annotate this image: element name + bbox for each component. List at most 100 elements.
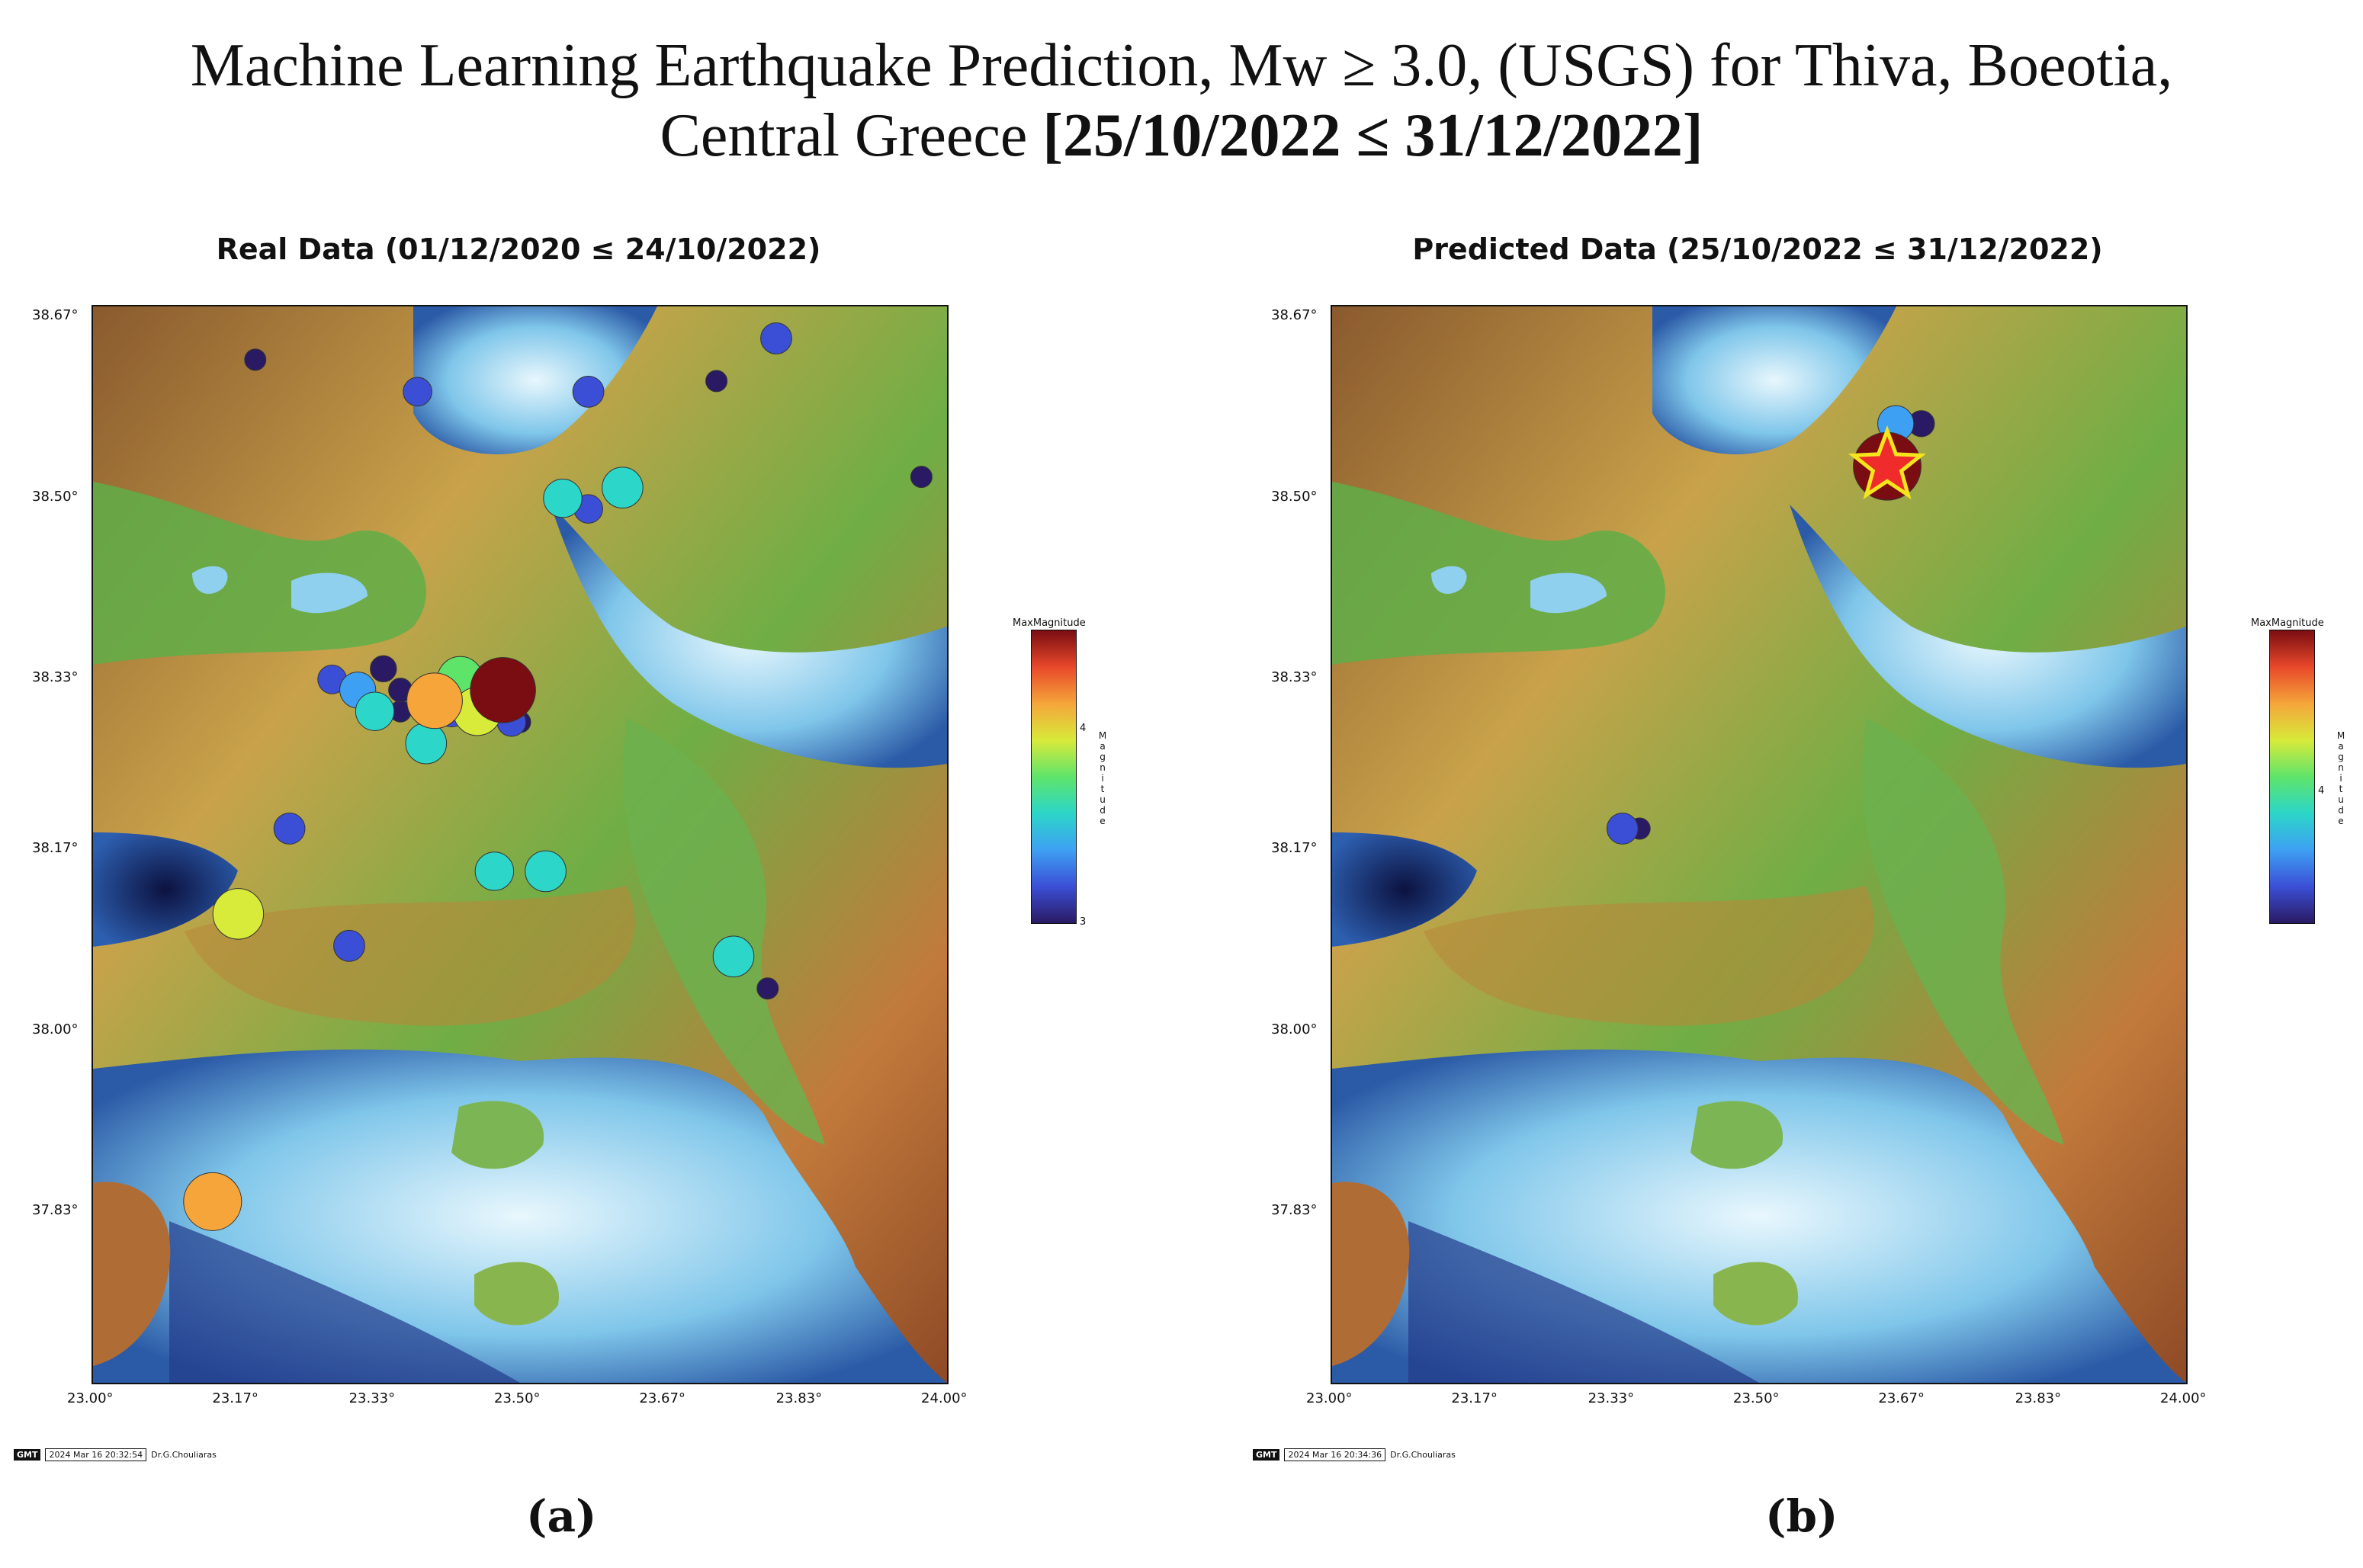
- panel-b-lat-tick-label: 38.50°: [1271, 488, 1318, 505]
- title-line-2: Central Greece [25/10/2022 ≤ 31/12/2022]: [0, 101, 2363, 171]
- panel-b-author: Dr.G.Chouliaras: [1390, 1450, 1456, 1460]
- panel-a-event-marker: [760, 322, 792, 354]
- panel-a-event-marker: [244, 348, 267, 371]
- peloponnese-coast: [93, 1182, 171, 1366]
- panel-b-colorbar-title: MaxMagnitude: [2251, 617, 2324, 629]
- panel-a-colorbar-tick-4: 4: [1080, 723, 1087, 734]
- panel-b-lon-tick-label: 23.67°: [1878, 1390, 1925, 1406]
- predicted-star-marker: [1848, 425, 1927, 500]
- panel-a-event-marker: [602, 467, 644, 508]
- north-gulf: [1652, 306, 1896, 454]
- plain: [623, 718, 825, 1145]
- panel-b-sub-label: (b): [1765, 1490, 1838, 1542]
- panel-a-lon-tick-label: 23.17°: [212, 1390, 258, 1406]
- panel-b-timestamp: 2024 Mar 16 20:34:36: [1284, 1448, 1386, 1461]
- title-line-2-prefix: Central Greece: [660, 102, 1043, 169]
- panel-b-lon-tick-label: 24.00°: [2160, 1390, 2207, 1406]
- lake: [1431, 566, 1467, 595]
- panel-b-lon-tick-label: 23.00°: [1306, 1390, 1353, 1406]
- panel-a-event-marker: [705, 370, 728, 393]
- island-salamina: [1690, 1101, 1783, 1169]
- lake: [192, 566, 228, 595]
- lake: [1530, 572, 1607, 614]
- panel-a-lat-tick-label: 38.33°: [32, 669, 79, 686]
- panel-a-lon-tick-label: 23.67°: [639, 1390, 685, 1406]
- panel-a-lon-tick-label: 23.00°: [67, 1390, 114, 1406]
- panel-a-gmt-stamp: GMT 2024 Mar 16 20:32:54 Dr.G.Chouliaras: [14, 1448, 217, 1461]
- main-title: Machine Learning Earthquake Prediction, …: [0, 30, 2363, 171]
- panel-b-events: [1606, 405, 1935, 845]
- panel-b-lon-tick-label: 23.83°: [2015, 1390, 2062, 1406]
- panel-b-colorbar-tick-4: 4: [2318, 785, 2325, 797]
- panel-a-lat-tick-label: 38.50°: [32, 488, 79, 505]
- peloponnese-coast: [1332, 1182, 1410, 1366]
- panel-a-event-marker: [525, 850, 567, 893]
- corinth-gulf: [93, 832, 238, 947]
- gmt-logo: GMT: [1253, 1449, 1280, 1461]
- panel-b-title: Predicted Data (25/10/2022 ≤ 31/12/2022): [1412, 232, 2103, 266]
- mountain-belt: [1424, 886, 1874, 1026]
- title-line-1: Machine Learning Earthquake Prediction, …: [0, 30, 2363, 101]
- mountain-belt: [185, 886, 635, 1026]
- panel-b-colorbar: [2269, 630, 2315, 924]
- panel-a-event-marker: [370, 655, 397, 683]
- panel-a-event-marker: [333, 929, 365, 962]
- panel-b-gmt-stamp: GMT 2024 Mar 16 20:34:36 Dr.G.Chouliaras: [1253, 1448, 1456, 1461]
- panel-a-timestamp: 2024 Mar 16 20:32:54: [45, 1448, 147, 1461]
- panel-b-lon-tick-label: 23.50°: [1733, 1390, 1780, 1406]
- corinth-gulf: [1332, 832, 1477, 947]
- deep-basin: [169, 1221, 520, 1383]
- lake: [291, 572, 368, 614]
- panel-a-author: Dr.G.Chouliaras: [151, 1450, 217, 1460]
- panel-a-event-marker: [403, 377, 432, 407]
- panel-a-colorbar-gradient: [1032, 630, 1076, 923]
- panel-a-event-marker: [756, 977, 779, 1000]
- panel-b-lat-tick-label: 37.83°: [1271, 1202, 1318, 1219]
- gmt-logo: GMT: [14, 1449, 41, 1461]
- panel-b-lon-tick-label: 23.33°: [1588, 1390, 1635, 1406]
- panel-a-lon-tick-label: 24.00°: [921, 1390, 968, 1406]
- panel-a-event-marker: [273, 813, 306, 845]
- panel-a-event-marker: [910, 466, 933, 489]
- island-aegina: [1713, 1262, 1798, 1326]
- panel-a-event-marker: [470, 656, 536, 723]
- panel-a-colorbar-tick-3: 3: [1080, 916, 1087, 928]
- panel-a-colorbar-title: MaxMagnitude: [1013, 617, 1086, 629]
- panel-a-event-marker: [712, 935, 755, 978]
- panel-a-lat-tick-label: 37.83°: [32, 1202, 79, 1219]
- title-line-2-dates: [25/10/2022 ≤ 31/12/2022]: [1042, 102, 1703, 169]
- panel-a-lon-tick-label: 23.83°: [775, 1390, 823, 1406]
- south-euboean-gulf: [1790, 505, 2186, 768]
- island-aegina: [474, 1262, 559, 1326]
- panel-b-map: [1331, 305, 2188, 1384]
- plain: [1332, 482, 1665, 665]
- north-gulf: [413, 306, 657, 454]
- deep-basin: [1408, 1221, 1759, 1383]
- panel-b-lat-tick-label: 38.67°: [1271, 306, 1318, 323]
- panel-a-events: [183, 322, 933, 1231]
- plain: [93, 482, 426, 665]
- title-line-1-text: Machine Learning Earthquake Prediction, …: [190, 32, 2173, 99]
- panel-b-lat-tick-label: 38.33°: [1271, 669, 1318, 686]
- south-euboean-gulf: [551, 505, 947, 768]
- panel-a-lat-tick-label: 38.00°: [32, 1021, 79, 1037]
- panel-b-lat-tick-label: 38.00°: [1271, 1021, 1318, 1037]
- panel-b-lon-tick-label: 23.17°: [1451, 1390, 1498, 1406]
- panel-b-lat-tick-label: 38.17°: [1271, 839, 1318, 856]
- panel-a-lat-tick-label: 38.17°: [32, 839, 79, 856]
- panel-a-lon-tick-label: 23.33°: [348, 1390, 396, 1406]
- panel-a-event-marker: [355, 691, 395, 731]
- panel-a-event-marker: [406, 672, 463, 729]
- panel-a-event-marker: [543, 478, 583, 518]
- panel-b-relief: [1332, 306, 2186, 1383]
- panel-a-map: [92, 305, 949, 1384]
- panel-b-event-marker: [1606, 813, 1639, 845]
- plain: [1862, 718, 2064, 1145]
- panel-a-lon-tick-label: 23.50°: [494, 1390, 541, 1406]
- panel-a-lat-tick-label: 38.67°: [32, 306, 79, 323]
- panel-a-event-marker: [212, 888, 265, 940]
- panel-a-colorbar: [1031, 630, 1077, 924]
- panel-a-title: Real Data (01/12/2020 ≤ 24/10/2022): [216, 232, 821, 266]
